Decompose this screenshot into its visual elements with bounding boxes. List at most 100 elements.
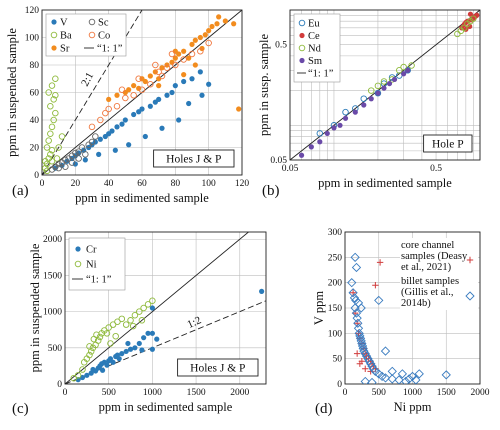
data-point <box>136 308 143 315</box>
data-point <box>135 75 142 82</box>
legend-marker <box>299 57 305 64</box>
data-point <box>186 100 192 107</box>
data-point <box>132 345 138 351</box>
series-3 <box>298 67 411 158</box>
data-point <box>467 23 473 30</box>
data-point <box>82 157 88 163</box>
data-point <box>68 159 76 166</box>
data-point <box>357 338 367 349</box>
legend-marker <box>50 31 58 39</box>
legend-marker <box>299 32 305 39</box>
data-point <box>189 41 195 47</box>
x-tick-label: 20 <box>71 179 81 189</box>
data-point <box>209 23 215 30</box>
legend-frame <box>400 238 478 310</box>
data-point <box>351 308 362 318</box>
data-point <box>107 340 114 347</box>
data-point <box>47 130 54 137</box>
legend-label: core channel <box>401 240 454 251</box>
ratio-annotation: 2:1 <box>79 70 96 88</box>
data-point <box>53 155 61 162</box>
legend-label: “1: 1” <box>97 44 123 55</box>
y-axis-label: V ppm <box>312 291 326 325</box>
data-point <box>192 37 198 43</box>
data-point <box>86 351 93 359</box>
data-point <box>206 28 212 34</box>
data-point <box>97 136 103 142</box>
x-tick-label: 2000 <box>230 388 249 398</box>
data-point <box>316 130 324 137</box>
data-point <box>118 86 126 93</box>
panel-d: 0 500 1000 1500 2000 0 50 100 150 200 250 300 Ni ppm… <box>312 228 490 417</box>
data-point <box>404 67 411 74</box>
data-point <box>48 82 56 89</box>
panel-b: 0.05 0.5 0.05 0.5 ppm in sedimented sample pp… <box>257 9 481 199</box>
data-point <box>138 317 146 324</box>
data-point <box>136 340 142 347</box>
x-tick-label: 2000 <box>471 388 490 398</box>
y-tick-label: 100 <box>25 34 40 44</box>
data-point <box>348 288 358 298</box>
data-point <box>127 346 134 352</box>
x-tick-label: 100 <box>202 179 217 189</box>
legend-marker <box>298 44 306 52</box>
box-label-text: Holes J & P <box>166 154 221 166</box>
data-point <box>172 83 178 89</box>
legend: V Sc Ba Co Sr “1: 1” <box>45 13 127 57</box>
x-tick-label: 0 <box>63 388 68 398</box>
data-point <box>136 85 142 91</box>
dashed-ratio-line <box>42 10 143 175</box>
data-point <box>358 343 368 354</box>
box-label: Holes J & P <box>153 149 235 168</box>
data-point <box>206 81 212 87</box>
data-point <box>405 67 411 73</box>
data-point <box>62 156 69 164</box>
data-point <box>122 94 129 102</box>
box-label-text: Hole P <box>432 139 464 151</box>
data-point <box>408 62 415 69</box>
data-point <box>52 109 59 117</box>
data-point <box>105 105 112 113</box>
y-tick-label: 200 <box>328 279 343 289</box>
y-tick-label: 150 <box>328 304 343 314</box>
data-point <box>192 62 198 68</box>
data-point <box>48 146 56 154</box>
data-point <box>380 373 391 383</box>
data-point <box>202 32 208 38</box>
x-axis-label: ppm in sedimented sample <box>99 400 233 414</box>
y-tick-label: 1000 <box>43 308 62 318</box>
data-point <box>411 375 421 384</box>
data-point <box>352 313 362 323</box>
data-point <box>142 133 148 140</box>
data-point <box>205 39 212 47</box>
legend-marker <box>88 31 96 39</box>
legend-frame <box>45 13 127 57</box>
data-point <box>72 161 78 167</box>
legend: Cr Ni “1: 1” <box>68 237 126 291</box>
y-tick-label: 0 <box>337 380 342 390</box>
data-point <box>155 68 162 76</box>
data-point <box>48 123 56 131</box>
legend-label: Sr <box>60 44 70 55</box>
legend-marker <box>466 256 474 264</box>
x-tick-label: 0 <box>40 179 45 189</box>
legend-label: 2014b) <box>401 298 431 309</box>
data-point <box>109 321 117 328</box>
data-point <box>353 318 363 328</box>
legend-label: “1: 1” <box>308 69 334 80</box>
data-point <box>188 50 196 58</box>
x-tick-label: 0.5 <box>430 164 442 174</box>
data-point <box>112 332 119 340</box>
data-point <box>414 369 424 379</box>
data-point <box>375 90 381 96</box>
legend-label: samples (Deasy <box>401 251 468 262</box>
data-point <box>140 304 147 312</box>
data-point <box>159 65 165 71</box>
y-tick-label: 0.5 <box>275 41 287 51</box>
data-point <box>236 106 242 112</box>
series-2 <box>367 15 477 94</box>
data-point <box>125 340 131 347</box>
series-0 <box>75 288 265 383</box>
data-point <box>355 333 366 344</box>
